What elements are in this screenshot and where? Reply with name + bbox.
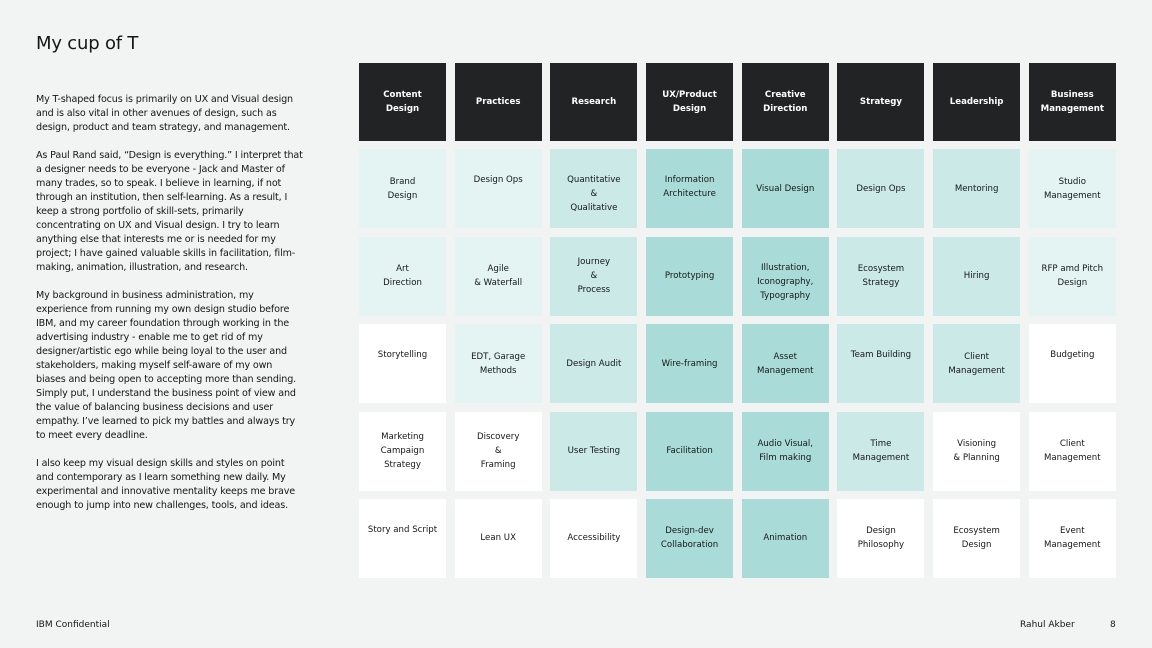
page-number: 8 bbox=[1110, 620, 1116, 630]
column-header: Creative Direction bbox=[741, 63, 829, 141]
column-header: UX/Product Design bbox=[646, 63, 734, 141]
intro-paragraph: My background in business administration… bbox=[36, 290, 297, 441]
confidential-label: IBM Confidential bbox=[36, 620, 110, 630]
skill-cell: Asset Management bbox=[741, 324, 829, 404]
slide-title: My cup of T bbox=[36, 33, 139, 54]
skill-cell: Wire-framing bbox=[646, 324, 734, 404]
skill-cell: Audio Visual, Film making bbox=[741, 411, 829, 491]
skill-cell: Visioning & Planning bbox=[933, 411, 1021, 491]
intro-paragraph: I also keep my visual design skills and … bbox=[36, 458, 296, 511]
skill-cell: Facilitation bbox=[646, 411, 734, 491]
skill-cell: Time Management bbox=[837, 411, 925, 491]
skill-cell: Design-dev Collaboration bbox=[646, 498, 734, 578]
column-header: Strategy bbox=[837, 63, 925, 141]
skill-cell: Accessibility bbox=[550, 498, 638, 578]
skill-cell: Quantitative & Qualitative bbox=[550, 149, 638, 229]
skill-cell: Brand Design bbox=[359, 149, 446, 229]
skill-cell: Storytelling bbox=[359, 324, 446, 404]
skill-cell: Studio Management bbox=[1028, 149, 1116, 229]
skill-cell: EDT, Garage Methods bbox=[454, 324, 542, 404]
intro-text: My T-shaped focus is primarily on UX and… bbox=[36, 93, 304, 527]
skill-cell: Client Management bbox=[1028, 411, 1116, 491]
skill-cell: Design Audit bbox=[550, 324, 638, 404]
skill-cell: Story and Script bbox=[359, 498, 446, 578]
skill-cell: Client Management bbox=[933, 324, 1021, 404]
skill-cell: Ecosystem Design bbox=[933, 498, 1021, 578]
skill-cell: Lean UX bbox=[454, 498, 542, 578]
skill-cell: Design Ops bbox=[837, 149, 925, 229]
skill-cell: Ecosystem Strategy bbox=[837, 236, 925, 316]
skill-cell: Event Management bbox=[1028, 498, 1116, 578]
intro-paragraph: My T-shaped focus is primarily on UX and… bbox=[36, 94, 293, 133]
column-header: Practices bbox=[454, 63, 542, 141]
skill-cell: Budgeting bbox=[1028, 324, 1116, 404]
skill-cell: Design Ops bbox=[454, 149, 542, 229]
column-header: Content Design bbox=[359, 63, 446, 141]
intro-paragraph: As Paul Rand said, “Design is everything… bbox=[36, 150, 303, 273]
skill-cell: Agile & Waterfall bbox=[454, 236, 542, 316]
column-header: Leadership bbox=[933, 63, 1021, 141]
column-header: Research bbox=[550, 63, 638, 141]
skill-cell: Mentoring bbox=[933, 149, 1021, 229]
skill-cell: Prototyping bbox=[646, 236, 734, 316]
skill-cell: Discovery & Framing bbox=[454, 411, 542, 491]
skill-cell: Animation bbox=[741, 498, 829, 578]
skill-cell: Hiring bbox=[933, 236, 1021, 316]
skill-cell: RFP amd Pitch Design bbox=[1028, 236, 1116, 316]
author-name: Rahul Akber bbox=[1020, 620, 1075, 630]
skill-cell: Illustration, Iconography, Typography bbox=[741, 236, 829, 316]
skill-cell: User Testing bbox=[550, 411, 638, 491]
column-header: Business Management bbox=[1028, 63, 1116, 141]
skill-cell: Art Direction bbox=[359, 236, 446, 316]
skill-cell: Information Architecture bbox=[646, 149, 734, 229]
skill-cell: Visual Design bbox=[741, 149, 829, 229]
skill-cell: Journey & Process bbox=[550, 236, 638, 316]
skill-cell: Marketing Campaign Strategy bbox=[359, 411, 446, 491]
skill-cell: Design Philosophy bbox=[837, 498, 925, 578]
skill-cell: Team Building bbox=[837, 324, 925, 404]
skills-matrix: Content Design Practices Research UX/Pro… bbox=[359, 63, 1116, 578]
